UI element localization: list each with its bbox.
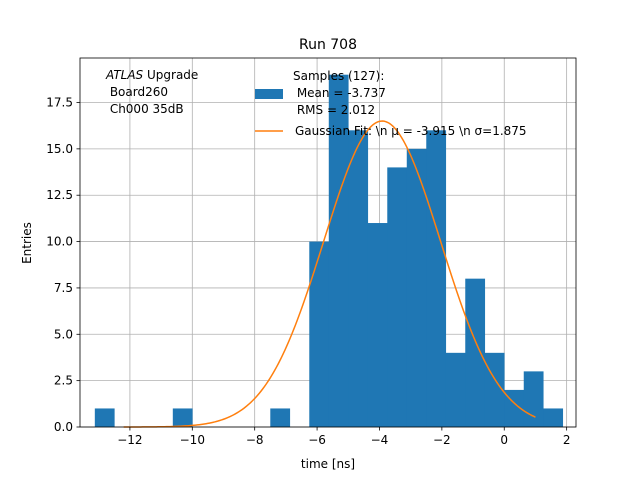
x-tick-label: −8 <box>246 433 264 447</box>
legend-rms-label: RMS = 2.012 <box>293 103 375 117</box>
x-tick-label: 2 <box>563 433 571 447</box>
x-tick-label: 0 <box>500 433 508 447</box>
legend-mean-label: Mean = -3.737 <box>293 86 386 100</box>
histogram-bar <box>543 408 564 427</box>
y-tick-label: 12.5 <box>46 188 73 202</box>
gaussian-fit-curve <box>123 120 536 428</box>
upgrade-label: Upgrade <box>143 68 198 82</box>
plot-frame <box>79 57 577 428</box>
histogram-bar <box>523 371 544 427</box>
x-tick-label: −10 <box>180 433 205 447</box>
atlas-annotation-line1: ATLAS Upgrade <box>105 68 198 82</box>
x-tick-label: −4 <box>371 433 389 447</box>
x-tick-label: −6 <box>308 433 326 447</box>
legend-samples-swatch <box>255 89 283 99</box>
y-axis-label: Entries <box>20 222 34 264</box>
legend-samples-label: Samples (127): <box>293 69 384 83</box>
x-axis-label: time [ns] <box>301 457 355 471</box>
y-tick-label: 0.0 <box>54 420 73 434</box>
x-tick-label: −2 <box>433 433 451 447</box>
histogram-bar <box>348 130 369 427</box>
histogram-bar <box>309 241 330 427</box>
board-label: Board260 <box>106 85 168 99</box>
histogram-bar <box>367 223 388 427</box>
histogram-bar <box>328 74 349 427</box>
y-tick-label: 7.5 <box>54 281 73 295</box>
y-tick-label: 15.0 <box>46 142 73 156</box>
histogram-bar <box>406 148 427 427</box>
y-axis-ticks: 0.0 2.5 5.0 7.5 10.0 12.5 15.0 17.5 <box>46 96 80 434</box>
x-axis-ticks: −12 −10 −8 −6 −4 −2 0 2 <box>117 427 570 447</box>
histogram-bar <box>465 278 486 427</box>
histogram-bar <box>445 352 466 427</box>
legend-fit-label: Gaussian Fit: \n μ = -3.915 \n σ=1.875 <box>295 124 527 138</box>
histogram-bar <box>172 408 193 427</box>
chart-title: Run 708 <box>299 37 357 53</box>
y-tick-label: 10.0 <box>46 235 73 249</box>
x-tick-label: −12 <box>117 433 142 447</box>
histogram-bar <box>94 408 115 427</box>
y-tick-label: 17.5 <box>46 96 73 110</box>
channel-label: Ch000 35dB <box>106 102 184 116</box>
histogram-bar <box>270 408 291 427</box>
histogram-bar <box>426 130 447 427</box>
y-tick-label: 2.5 <box>54 374 73 388</box>
histogram-bar <box>387 167 408 427</box>
y-tick-label: 5.0 <box>54 327 73 341</box>
atlas-label: ATLAS <box>105 68 144 82</box>
histogram-bars <box>94 74 564 427</box>
